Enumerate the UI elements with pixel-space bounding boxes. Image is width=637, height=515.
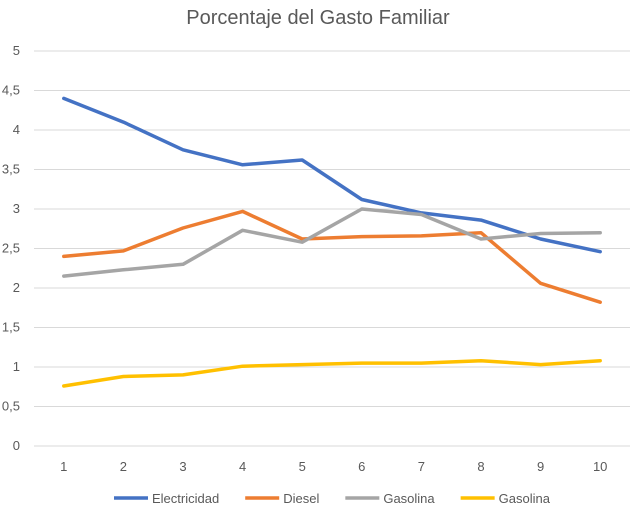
legend-item-1: Electricidad bbox=[114, 491, 219, 506]
series-line-4 bbox=[62, 358, 602, 388]
y-axis-ticks: 0 0,5 1 1,5 2 2,5 3 3,5 4 4,5 5 bbox=[2, 43, 20, 453]
x-tick-label: 3 bbox=[179, 459, 186, 474]
legend-label: Gasolina bbox=[499, 491, 551, 506]
series-lines bbox=[62, 96, 602, 388]
gridlines bbox=[34, 50, 630, 447]
y-tick-label: 2,5 bbox=[2, 241, 20, 256]
x-tick-label: 10 bbox=[593, 459, 607, 474]
y-tick-label: 1 bbox=[13, 359, 20, 374]
y-tick-label: 1,5 bbox=[2, 320, 20, 335]
chart-title: Porcentaje del Gasto Familiar bbox=[186, 7, 450, 29]
legend-label: Gasolina bbox=[383, 491, 435, 506]
y-tick-label: 4,5 bbox=[2, 83, 20, 98]
x-tick-label: 1 bbox=[60, 459, 67, 474]
x-tick-label: 8 bbox=[477, 459, 484, 474]
legend-item-3: Gasolina bbox=[345, 491, 435, 506]
y-tick-label: 3 bbox=[13, 201, 20, 216]
x-tick-label: 5 bbox=[299, 459, 306, 474]
y-tick-label: 2 bbox=[13, 280, 20, 295]
x-tick-label: 6 bbox=[358, 459, 365, 474]
legend: Electricidad Diesel Gasolina Gasolina bbox=[114, 491, 551, 506]
x-tick-label: 9 bbox=[537, 459, 544, 474]
legend-label: Diesel bbox=[283, 491, 319, 506]
legend-label: Electricidad bbox=[152, 491, 219, 506]
x-tick-label: 2 bbox=[120, 459, 127, 474]
x-tick-label: 7 bbox=[418, 459, 425, 474]
y-tick-label: 4 bbox=[13, 122, 20, 137]
y-tick-label: 0 bbox=[13, 438, 20, 453]
legend-item-4: Gasolina bbox=[460, 491, 551, 506]
y-tick-label: 0,5 bbox=[2, 399, 20, 414]
series-line-2 bbox=[62, 209, 602, 304]
x-tick-label: 4 bbox=[239, 459, 246, 474]
x-axis-ticks: 1 2 3 4 5 6 7 8 9 10 bbox=[60, 459, 607, 474]
y-tick-label: 3,5 bbox=[2, 162, 20, 177]
series-line-3 bbox=[62, 207, 602, 278]
y-tick-label: 5 bbox=[13, 43, 20, 58]
series-line-1 bbox=[62, 96, 602, 254]
legend-item-2: Diesel bbox=[245, 491, 319, 506]
